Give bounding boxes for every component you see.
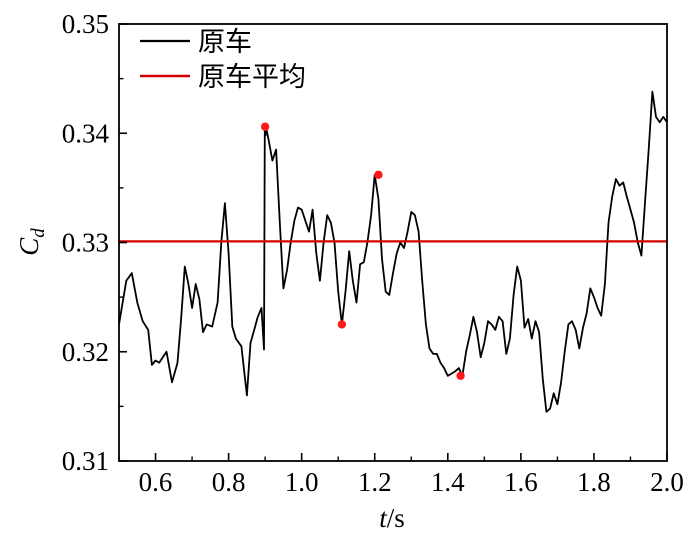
y-axis-title: Cd [14,228,49,256]
y-tick-label-0: 0.31 [62,446,109,476]
x-tick-label-0: 0.6 [139,467,173,497]
axis-ticks [118,23,668,462]
y-tick-label-2: 0.33 [62,228,109,258]
x-axis-title: t/s [379,503,405,533]
x-tick-label-1: 0.8 [212,467,246,497]
legend-label-original: 原车 [198,27,252,58]
y-tick-label-1: 0.32 [62,337,109,367]
extremum-marker-2 [374,170,383,179]
legend: 原车 原车平均 [140,27,306,93]
x-axis-title-var: t [379,503,388,533]
x-tick-label-5: 1.6 [504,467,538,497]
x-tick-label-7: 2.0 [650,467,684,497]
x-tick-label-2: 1.0 [285,467,319,497]
x-tick-label-6: 1.8 [577,467,611,497]
y-tick-label-4: 0.35 [62,9,109,39]
extremum-marker-3 [456,371,465,380]
y-tick-label-3: 0.34 [62,118,110,148]
extremum-marker-0 [260,122,270,131]
legend-label-average: 原车平均 [198,62,306,93]
extremum-marker-1 [337,320,347,329]
axis-tick-labels: 0.6 0.8 1.0 1.2 1.4 1.6 1.8 2.0 0.31 0.32 0.33 0.34… [62,9,684,497]
y-axis-title-sub: d [28,228,49,238]
y-axis-title-main: C [14,237,44,256]
x-axis-title-unit: /s [387,503,405,533]
x-tick-label-4: 1.4 [431,467,465,497]
plot-content [118,90,668,413]
series-line-original [118,90,668,413]
x-tick-label-3: 1.2 [358,467,392,497]
